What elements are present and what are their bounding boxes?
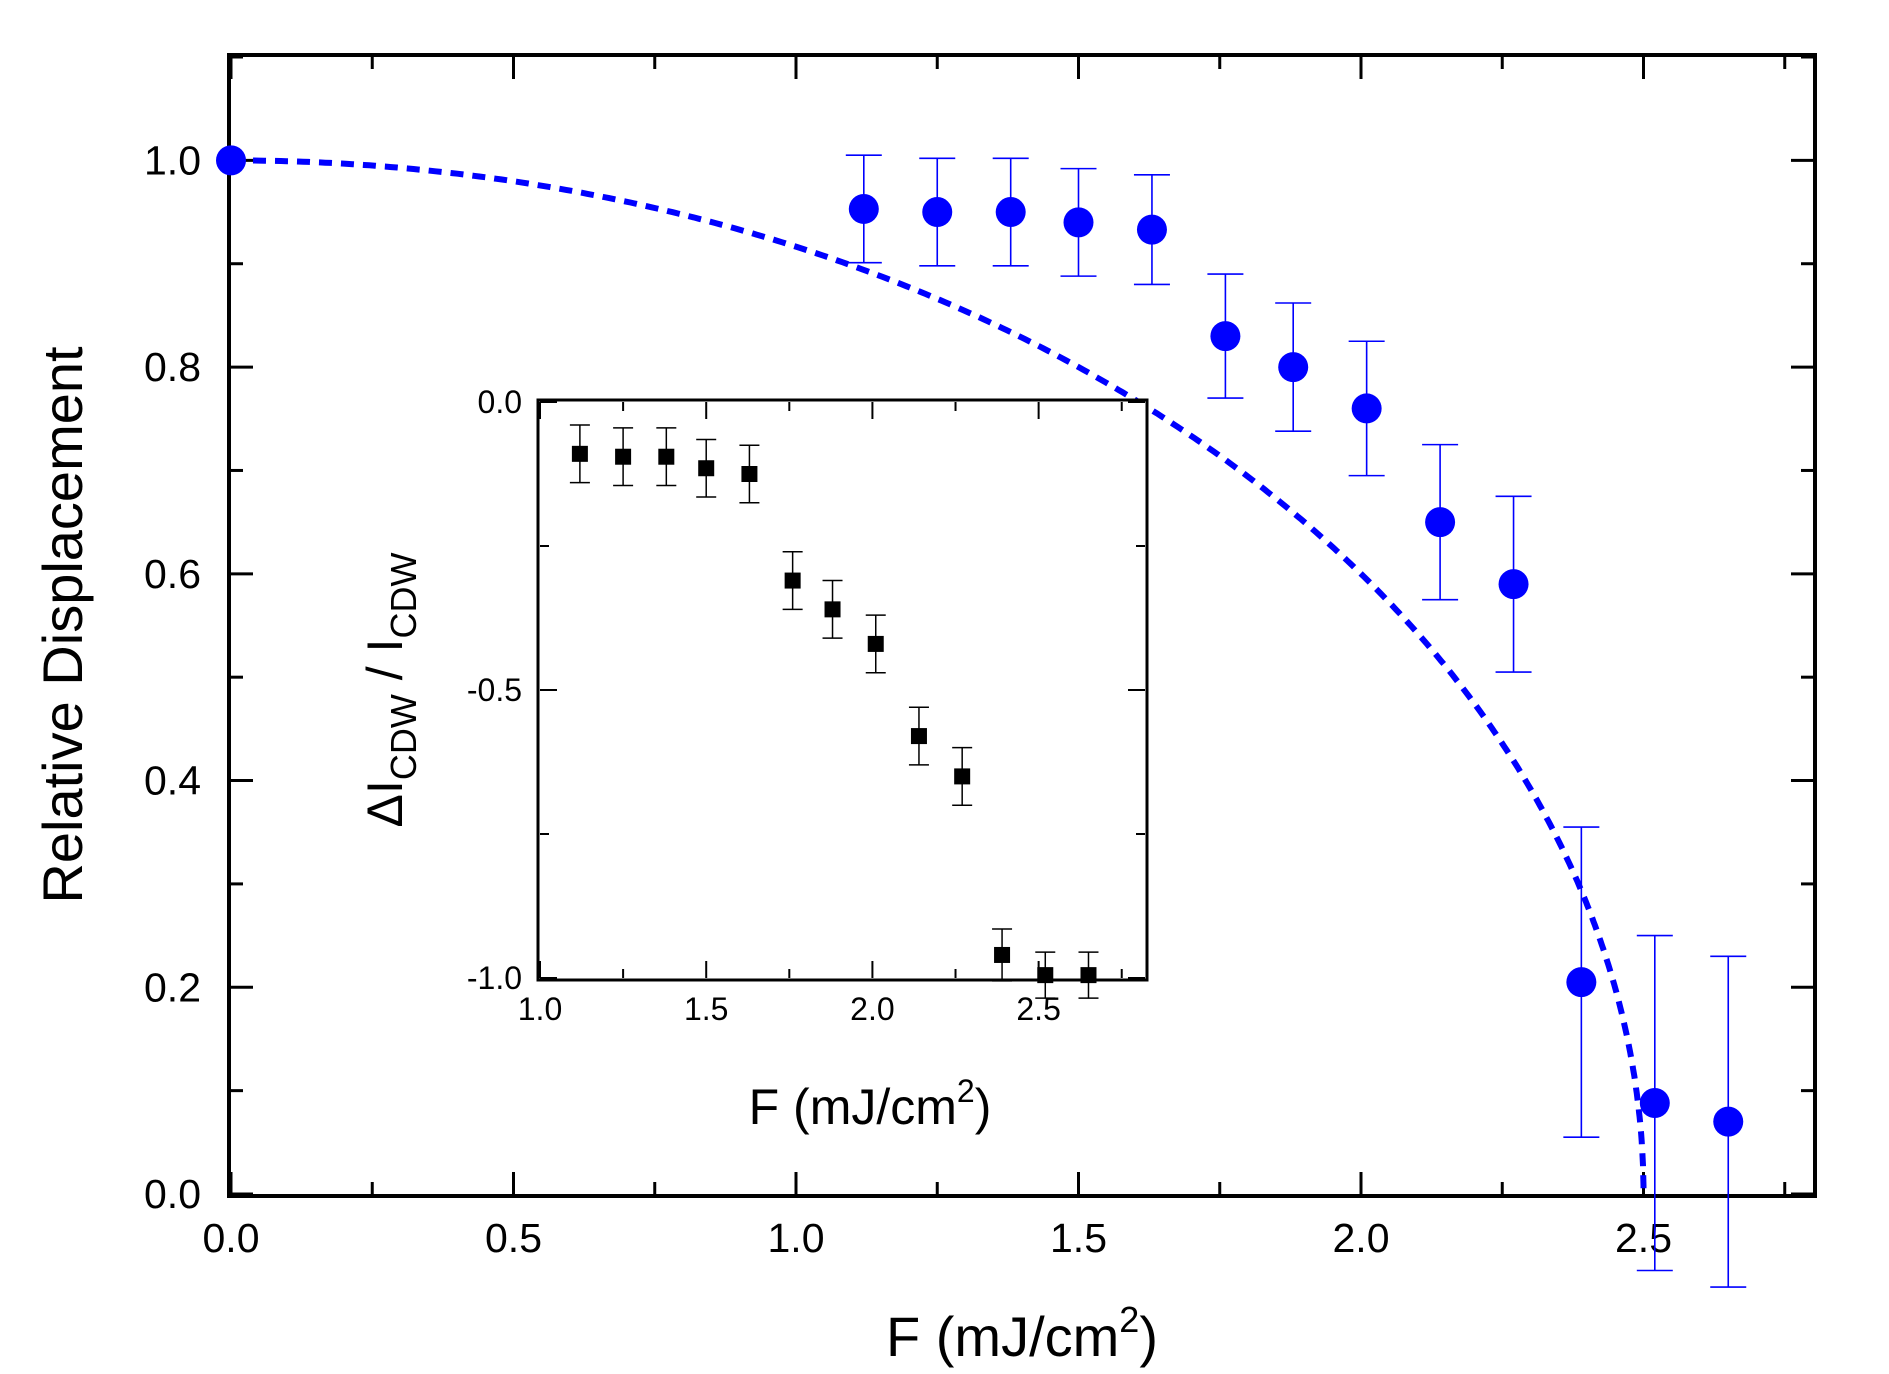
main-series [216, 145, 1747, 1288]
inset-y-tick-label: -0.5 [467, 672, 522, 708]
inset-x-tick-label: 2.5 [1016, 991, 1060, 1027]
inset-y-title-sep: / [357, 652, 413, 694]
inset-x-tick-label: 2.0 [850, 991, 894, 1027]
main-plot-frame [227, 53, 1817, 1198]
inset-ticks: 1.0 1.5 2.0 2.5 0.0 -0.5 -1.0 [467, 384, 1145, 1027]
main-y-axis-title: Relative Displacement [31, 346, 94, 904]
main-y-tick-label: 0.8 [144, 344, 201, 390]
main-data-point [1639, 1088, 1670, 1119]
inset-plot-frame [536, 398, 1149, 982]
inset-data-point [698, 460, 715, 477]
main-y-tick-label: 0.6 [144, 551, 201, 597]
inset-data-point [954, 768, 971, 785]
inset-y-title-sub1: CDW [383, 694, 424, 780]
main-data-point [1063, 207, 1094, 238]
inset-data-point [784, 572, 801, 589]
main-data-point [1136, 214, 1167, 245]
inset-data-point [658, 448, 675, 465]
main-data-point [1278, 352, 1309, 383]
inset-x-tick-label: 1.5 [684, 991, 728, 1027]
inset-y-tick-label: -1.0 [467, 960, 522, 996]
main-data-point [848, 193, 879, 224]
main-data-point [1210, 321, 1241, 352]
inset-y-axis-title: ΔICDW / ICDW [357, 553, 424, 828]
inset-x-title-sup: 2 [957, 1073, 975, 1109]
inset-data-point [741, 466, 758, 482]
inset-x-axis-title: F (mJ/cm2) [749, 1073, 992, 1135]
main-x-title-sup: 2 [1119, 1299, 1139, 1340]
main-y-tick-label: 0.2 [144, 964, 201, 1010]
main-data-point [1498, 569, 1529, 600]
main-data-point [995, 197, 1026, 228]
inset-y-title-delta: Δ [357, 794, 413, 827]
main-x-title-close: ) [1139, 1305, 1158, 1368]
main-x-tick-label: 2.0 [1333, 1215, 1390, 1261]
main-x-tick-label: 0.0 [203, 1215, 260, 1261]
inset-series [569, 424, 1099, 999]
main-x-tick-label: 0.5 [485, 1215, 542, 1261]
main-y-tick-label: 0.0 [144, 1171, 201, 1217]
inset-y-title-sub2: CDW [383, 553, 424, 639]
main-data-point [1351, 393, 1382, 424]
main-data-point [922, 197, 953, 228]
inset-y-title-i2: I [357, 639, 413, 653]
inset-data-point [910, 728, 927, 745]
inset-y-title-i1: I [357, 780, 413, 794]
main-data-point [1566, 967, 1597, 998]
inset-x-tick-label: 1.0 [518, 991, 562, 1027]
main-x-axis-title: F (mJ/cm2) [886, 1299, 1158, 1368]
inset-data-point [571, 445, 588, 462]
main-x-tick-label: 1.5 [1050, 1215, 1107, 1261]
inset-data-point [994, 946, 1011, 963]
main-fit-curve [231, 157, 1647, 1194]
inset-data-point [1080, 967, 1097, 984]
inset-x-title-main: F (mJ/cm [749, 1079, 957, 1135]
inset-data-point [824, 601, 841, 618]
inset-data-point [615, 448, 632, 465]
main-ticks: 0.0 0.5 1.0 1.5 2.0 2.5 0.0 0.2 0.4 0.6 0.8 1.0 [144, 55, 1813, 1261]
inset-x-title-close: ) [975, 1079, 992, 1135]
main-y-tick-label: 1.0 [144, 137, 201, 183]
inset-y-tick-label: 0.0 [478, 384, 522, 420]
inset-data-point [1037, 967, 1054, 984]
main-x-tick-label: 1.0 [768, 1215, 825, 1261]
main-y-tick-label: 0.4 [144, 758, 201, 804]
inset-data-point [867, 635, 884, 652]
main-data-point [1425, 507, 1456, 538]
main-data-point [1713, 1106, 1744, 1137]
main-x-tick-label: 2.5 [1615, 1215, 1672, 1261]
main-x-title-main: F (mJ/cm [886, 1305, 1119, 1368]
